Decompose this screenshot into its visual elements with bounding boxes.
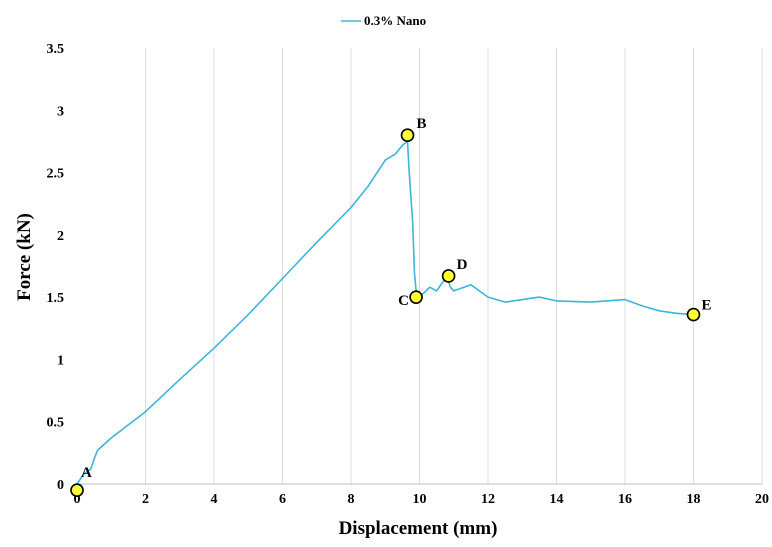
y-tick-2: 2 — [57, 229, 64, 244]
y-axis-title: Force (kN) — [14, 213, 35, 301]
y-tick-1.5: 1.5 — [47, 291, 65, 306]
point-marker-B — [400, 128, 415, 142]
legend-label: 0.3% Nano — [364, 13, 426, 28]
point-marker-C — [409, 290, 423, 304]
y-tick-3.5: 3.5 — [47, 42, 65, 57]
x-tick-18: 18 — [687, 492, 701, 507]
point-label-A: A — [81, 465, 92, 481]
point-label-C: C — [398, 293, 409, 309]
y-tick-labels: 0 0.5 1 1.5 2 2.5 3 3.5 — [47, 42, 65, 493]
x-tick-2: 2 — [142, 492, 149, 507]
point-label-E: E — [702, 298, 712, 314]
point-markers: A B C D E — [70, 116, 712, 498]
x-tick-8: 8 — [348, 492, 355, 507]
point-marker-A — [70, 483, 84, 498]
y-tick-0: 0 — [57, 478, 64, 493]
y-tick-2.5: 2.5 — [47, 167, 65, 182]
point-marker-E — [686, 307, 701, 322]
point-label-B: B — [417, 116, 427, 132]
y-tick-3: 3 — [57, 104, 64, 119]
x-tick-10: 10 — [413, 492, 427, 507]
series-line-0 — [76, 140, 694, 485]
x-tick-14: 14 — [550, 492, 564, 507]
x-tick-16: 16 — [618, 492, 632, 507]
point-label-D: D — [457, 257, 468, 273]
x-tick-12: 12 — [481, 492, 495, 507]
x-axis-title: Displacement (mm) — [339, 518, 498, 539]
x-tick-labels: 0 2 4 6 8 10 12 14 16 18 20 — [74, 492, 770, 507]
y-tick-0.5: 0.5 — [47, 416, 65, 431]
series-layer — [76, 140, 694, 485]
legend: 0.3% Nano — [341, 13, 426, 28]
gridlines — [145, 48, 763, 484]
x-tick-4: 4 — [211, 492, 218, 507]
y-tick-1: 1 — [57, 353, 64, 368]
x-tick-6: 6 — [279, 492, 286, 507]
x-tick-20: 20 — [755, 492, 769, 507]
x-tick-0: 0 — [74, 492, 81, 507]
point-marker-D — [441, 269, 456, 283]
